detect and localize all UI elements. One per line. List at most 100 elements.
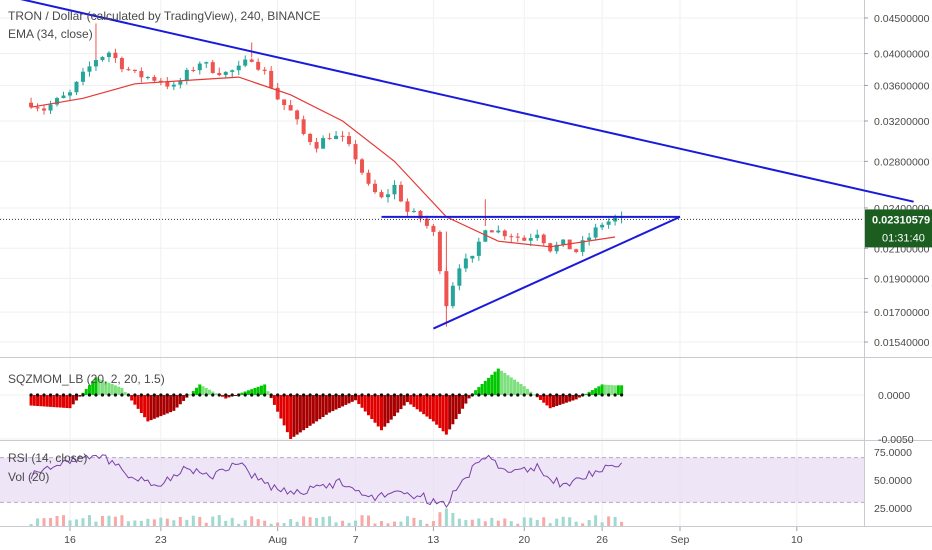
volume-bar: [36, 518, 40, 526]
candle-body: [68, 92, 72, 96]
squeeze-bar: [97, 378, 101, 395]
volume-bar: [81, 518, 85, 526]
squeeze-bar: [159, 395, 163, 417]
volume-bar: [152, 519, 156, 526]
candle-body: [476, 241, 481, 256]
squeeze-dot: [516, 393, 520, 397]
candle-body: [392, 184, 397, 195]
squeeze-bar: [526, 388, 529, 395]
candle-body: [606, 221, 611, 225]
volume-bar: [457, 518, 461, 526]
squeeze-bar: [607, 384, 611, 395]
squeeze-dot: [68, 393, 72, 397]
volume-bar: [483, 521, 487, 526]
volume-bar: [256, 519, 260, 526]
squeeze-dot: [438, 393, 442, 397]
candle-body: [74, 81, 79, 93]
candle-body: [275, 87, 280, 100]
squeeze-dot: [126, 393, 131, 397]
squeeze-bar: [130, 395, 134, 401]
candle-body: [100, 57, 105, 61]
squeeze-dot: [405, 393, 410, 397]
squeeze-bar: [354, 395, 358, 401]
candle-body: [580, 240, 585, 252]
volume-bar: [42, 518, 46, 526]
volume-bar: [341, 520, 345, 526]
squeeze-bar: [266, 391, 270, 395]
volume-bar: [354, 520, 358, 526]
candle-body: [561, 239, 566, 245]
volume-bar: [425, 523, 429, 526]
squeeze-bar: [392, 395, 396, 417]
squeeze-bar: [451, 395, 455, 425]
candle-body: [230, 70, 235, 72]
squeeze-dot: [172, 393, 176, 397]
squeeze-dot: [152, 393, 156, 397]
squeeze-dot: [555, 393, 559, 397]
volume-bar: [535, 520, 539, 526]
squeeze-bar: [302, 395, 306, 431]
squeeze-bar: [305, 395, 309, 428]
squeeze-bar: [529, 391, 533, 395]
squeeze-bar: [331, 395, 335, 412]
squeeze-bar: [444, 395, 448, 435]
squeeze-dot: [211, 393, 215, 397]
volume-bar: [503, 518, 507, 526]
squeeze-bar: [78, 395, 82, 397]
squeeze-bar: [422, 395, 426, 415]
candle-body: [308, 133, 313, 143]
volume-bar: [100, 515, 104, 526]
ema-legend: EMA (34, close): [8, 27, 93, 41]
squeeze-bar: [100, 380, 104, 395]
squeeze-dot: [269, 393, 273, 397]
squeeze-dot: [594, 393, 598, 397]
squeeze-bar: [603, 384, 607, 395]
candle-body: [145, 77, 150, 79]
squeeze-bar: [162, 395, 166, 415]
candle-body: [431, 225, 436, 232]
squeeze-dot: [587, 393, 591, 397]
candle-body: [437, 231, 442, 272]
volume-bar: [405, 516, 409, 526]
squeeze-bar: [415, 395, 419, 410]
squeeze-bar: [227, 395, 231, 398]
squeeze-bar: [564, 395, 568, 403]
volume-bar: [217, 515, 221, 526]
candle-body: [106, 52, 111, 58]
volume-bar: [522, 517, 526, 526]
volume-bar: [561, 516, 565, 526]
squeeze-dot: [133, 393, 137, 397]
candle-body: [340, 135, 345, 137]
squeeze-bar: [52, 395, 56, 408]
squeeze-dot: [295, 393, 299, 397]
candle-body: [191, 69, 196, 71]
volume-bar: [62, 515, 66, 526]
squeeze-bar: [360, 395, 364, 408]
squeeze-bar: [221, 395, 224, 397]
candle-body: [210, 62, 215, 73]
price-tick-label: 0.03200000: [874, 116, 930, 128]
squeeze-bar: [84, 388, 88, 395]
squeeze-bar: [402, 395, 406, 406]
squeeze-dot: [276, 393, 280, 397]
volume-bar: [139, 520, 143, 526]
squeeze-bar: [513, 379, 517, 395]
squeeze-bar: [149, 395, 153, 421]
volume-bar: [548, 523, 552, 526]
candle-body: [48, 104, 53, 111]
squeeze-bar: [376, 395, 380, 427]
candle-body: [587, 237, 592, 241]
candle-body: [535, 234, 540, 239]
squeeze-dot: [237, 393, 241, 397]
squeeze-dot: [444, 393, 448, 397]
squeeze-dot: [94, 393, 98, 397]
volume-bar: [113, 516, 117, 526]
squeeze-bar: [594, 388, 598, 395]
squeeze-bar: [396, 395, 400, 413]
squeeze-bar: [490, 374, 494, 395]
squeeze-dot: [230, 393, 234, 397]
squeeze-bar: [474, 390, 478, 395]
squeeze-bar: [532, 394, 536, 396]
candle-body: [197, 63, 202, 71]
squeeze-dot: [386, 393, 390, 397]
